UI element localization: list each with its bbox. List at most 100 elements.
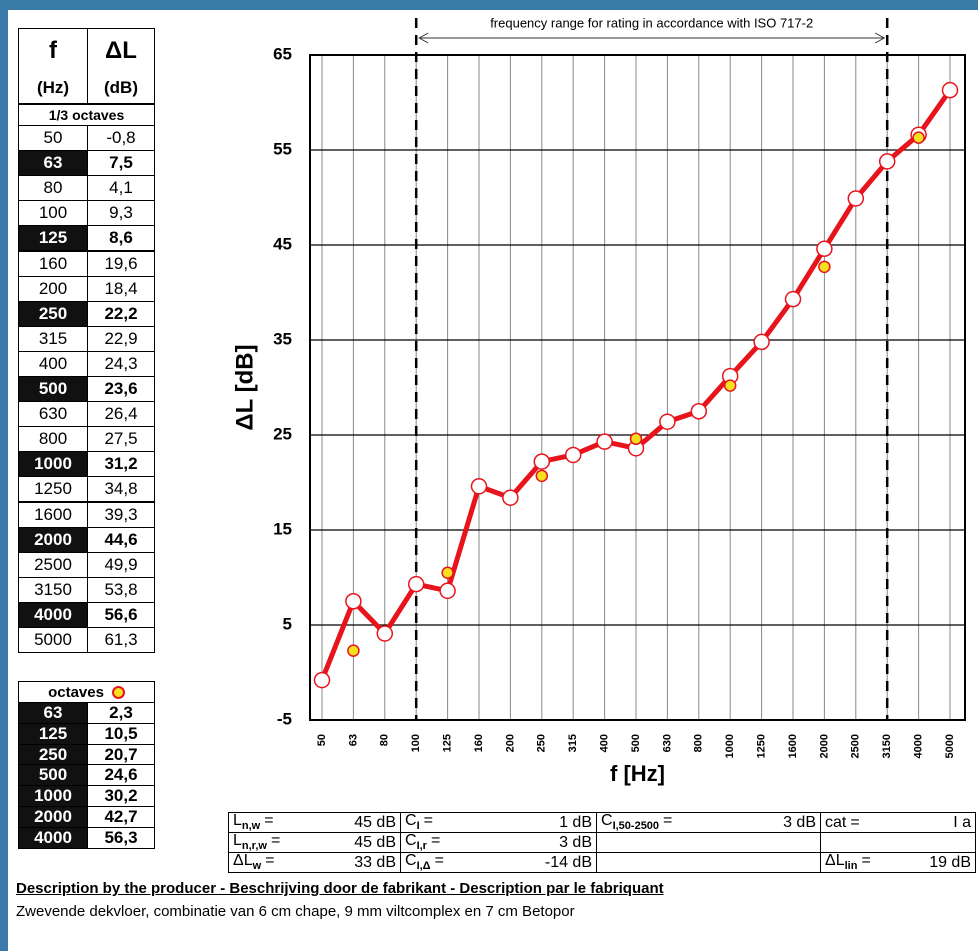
table-dl: 22,9: [87, 325, 155, 352]
result-symbol: L: [233, 812, 242, 830]
result-equals: =: [434, 852, 444, 870]
result-subscript: lin: [844, 860, 858, 873]
result-cell: CI,r = 3 dB: [400, 832, 597, 853]
result-label: cat =: [825, 814, 860, 832]
x-tick-label: 4000: [913, 734, 925, 758]
result-cell: ΔLlin = 19 dB: [820, 852, 976, 873]
octave-point: [629, 432, 643, 446]
y-tick-label: 5: [283, 614, 292, 633]
result-label: ΔLlin =: [825, 852, 871, 872]
result-label: Ln,r,w =: [233, 832, 280, 852]
table-dl: 26,4: [87, 401, 155, 428]
result-symbol: L: [233, 832, 242, 850]
table-f: 630: [18, 401, 88, 428]
table-f: 160: [18, 250, 88, 277]
x-tick-label: 50: [316, 734, 328, 746]
result-label: CI =: [405, 812, 433, 832]
result-cell: cat = I a: [820, 812, 976, 833]
table-f: 250: [18, 300, 88, 327]
result-symbol: cat: [825, 813, 847, 831]
table-head: f: [18, 28, 88, 73]
octave-dl: 30,2: [87, 785, 155, 807]
x-tick-label: 1600: [787, 734, 799, 758]
x-tick-label: 1250: [756, 734, 768, 758]
result-subscript: I,50-2500: [612, 820, 660, 833]
y-tick-label: 65: [273, 44, 292, 63]
point: [596, 433, 613, 450]
point: [878, 153, 896, 170]
result-cell: ΔLw = 33 dB: [228, 852, 401, 873]
x-tick-label: 2500: [850, 734, 862, 758]
result-value: I a: [953, 813, 971, 831]
result-subscript: I,Δ: [416, 860, 431, 873]
x-tick-label: 125: [442, 734, 454, 752]
result-value: 3 dB: [559, 833, 592, 851]
table-f: 80: [18, 175, 88, 202]
result-label: Ln,w =: [233, 812, 274, 832]
octave-point: [347, 644, 360, 657]
table-dl: 23,6: [87, 376, 155, 403]
octave-dl: 24,6: [87, 764, 155, 787]
x-tick-label: 200: [504, 734, 516, 752]
octave-f: 4000: [18, 826, 88, 849]
x-tick-label: 1000: [724, 734, 736, 758]
result-equals: =: [861, 852, 871, 870]
point: [784, 290, 802, 308]
table-dl: 39,3: [87, 501, 155, 528]
x-tick-label: 63: [347, 734, 359, 746]
result-label: CI,Δ =: [405, 852, 444, 872]
table-dl: 56,6: [87, 601, 155, 628]
description-text: Zwevende dekvloer, combinatie van 6 cm c…: [16, 903, 575, 920]
result-cell: Ln,w = 45 dB: [228, 812, 401, 833]
octave-point: [723, 379, 737, 392]
result-equals: =: [423, 812, 433, 830]
x-tick-label: 800: [693, 734, 705, 752]
table-dl: 24,3: [87, 350, 155, 377]
plot-frame: [309, 54, 966, 721]
result-label: CI,r =: [405, 832, 440, 852]
point: [816, 240, 833, 258]
point: [313, 671, 331, 689]
octave-point: [441, 566, 454, 579]
octave-dl: 42,7: [87, 806, 155, 828]
table-f: 5000: [18, 627, 88, 654]
result-value: 19 dB: [929, 853, 971, 871]
x-tick-label: 250: [536, 734, 548, 752]
result-equals: =: [270, 832, 281, 850]
result-cell: CI,50-2500 = 3 dB: [596, 812, 821, 833]
table-f: 315: [18, 325, 88, 352]
point: [659, 413, 676, 430]
table-dl: 22,2: [87, 300, 155, 327]
point: [753, 333, 770, 351]
octave-caption: octaves: [18, 681, 155, 703]
result-subscript: n,w: [241, 820, 261, 833]
y-tick-label: 35: [273, 329, 292, 348]
x-tick-label: 160: [473, 734, 485, 752]
result-value: 3 dB: [783, 813, 816, 831]
legend-symbol: [111, 685, 125, 699]
x-tick-label: 500: [630, 734, 642, 752]
result-value: -14 dB: [544, 853, 592, 871]
octave-dl: 56,3: [87, 826, 155, 849]
x-tick-label: 2000: [818, 734, 830, 758]
x-tick-label: 315: [567, 734, 579, 752]
result-equals: =: [265, 852, 275, 870]
result-equals: =: [850, 813, 860, 831]
result-equals: =: [663, 812, 673, 830]
y-tick-label: 55: [273, 139, 292, 158]
x-tick-label: 80: [379, 734, 391, 746]
octave-point: [912, 131, 925, 144]
result-symbol: ΔL: [825, 852, 845, 870]
result-subscript: I,r: [416, 840, 427, 853]
y-tick-label: 45: [273, 234, 292, 253]
x-tick-label: 100: [410, 734, 422, 752]
point: [533, 453, 551, 470]
table-dl: 19,6: [87, 250, 155, 277]
table-dl: 34,8: [87, 476, 155, 503]
result-value: 33 dB: [354, 853, 396, 871]
result-symbol: C: [405, 812, 417, 830]
point: [564, 446, 582, 464]
result-subscript: n,r,w: [241, 840, 267, 853]
y-tick-label: 15: [273, 519, 292, 538]
